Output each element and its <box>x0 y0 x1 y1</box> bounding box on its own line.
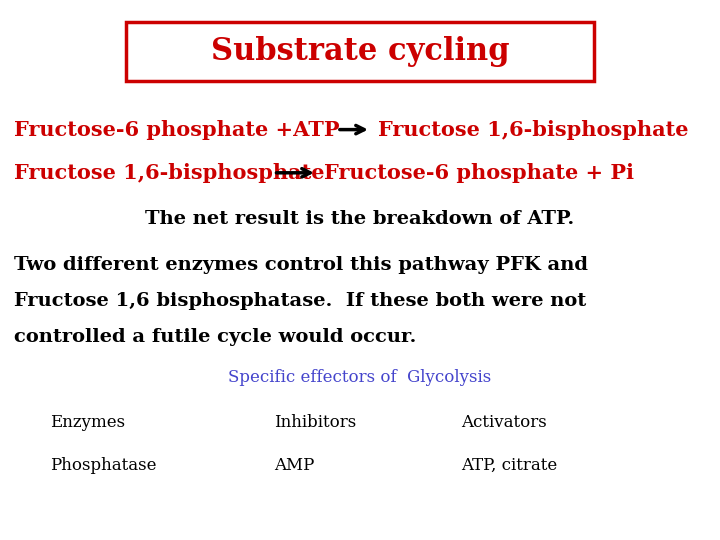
Text: Fructose 1,6 bisphosphatase.  If these both were not: Fructose 1,6 bisphosphatase. If these bo… <box>14 292 587 310</box>
Text: Fructose 1,6-bisphosphate: Fructose 1,6-bisphosphate <box>14 163 325 183</box>
Text: Phosphatase: Phosphatase <box>50 457 157 474</box>
Text: The net result is the breakdown of ATP.: The net result is the breakdown of ATP. <box>145 210 575 228</box>
FancyBboxPatch shape <box>126 22 594 81</box>
Text: Fructose-6 phosphate + Pi: Fructose-6 phosphate + Pi <box>324 163 634 183</box>
Text: Fructose-6 phosphate +ATP: Fructose-6 phosphate +ATP <box>14 119 340 140</box>
Text: AMP: AMP <box>274 457 314 474</box>
Text: Inhibitors: Inhibitors <box>274 414 356 431</box>
Text: controlled a futile cycle would occur.: controlled a futile cycle would occur. <box>14 328 417 346</box>
Text: Substrate cycling: Substrate cycling <box>211 36 509 67</box>
Text: Fructose 1,6-bisphosphate: Fructose 1,6-bisphosphate <box>378 119 688 140</box>
Text: ATP, citrate: ATP, citrate <box>461 457 557 474</box>
Text: Two different enzymes control this pathway PFK and: Two different enzymes control this pathw… <box>14 255 588 274</box>
Text: Enzymes: Enzymes <box>50 414 125 431</box>
Text: Specific effectors of  Glycolysis: Specific effectors of Glycolysis <box>228 369 492 387</box>
Text: Activators: Activators <box>461 414 546 431</box>
